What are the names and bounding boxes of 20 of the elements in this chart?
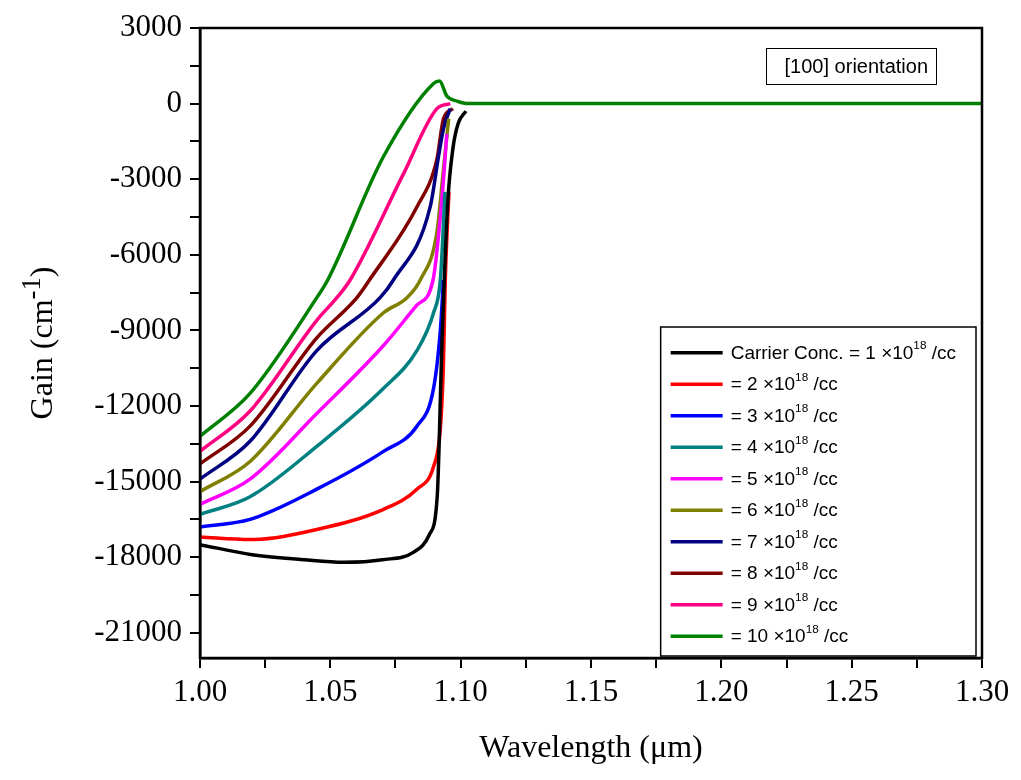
x-axis-title: Wavelength (μm)	[479, 728, 703, 765]
y-tick-label: -3000	[109, 159, 182, 195]
y-tick-label: -6000	[109, 234, 182, 270]
x-tick-label: 1.05	[303, 672, 358, 708]
y-tick-label: -9000	[109, 310, 182, 346]
x-tick-label: 1.30	[954, 672, 1010, 708]
line-series	[200, 278, 446, 529]
x-tick-label: 1.20	[694, 672, 749, 708]
y-tick-label: 0	[166, 83, 182, 119]
y-tick-label: -15000	[94, 461, 182, 497]
x-tick-label: 1.10	[433, 672, 488, 708]
y-tick-label: -12000	[94, 386, 182, 422]
x-tick-label: 1.25	[824, 672, 879, 708]
y-tick-label: -21000	[94, 612, 182, 648]
x-tick-label: 1.00	[172, 672, 228, 708]
line-series	[200, 79, 982, 438]
y-tick-label: 3000	[120, 8, 182, 44]
x-tick-label: 1.15	[563, 672, 619, 708]
y-tick-label: -18000	[94, 537, 182, 573]
annotation: [100] orientation	[765, 48, 937, 85]
